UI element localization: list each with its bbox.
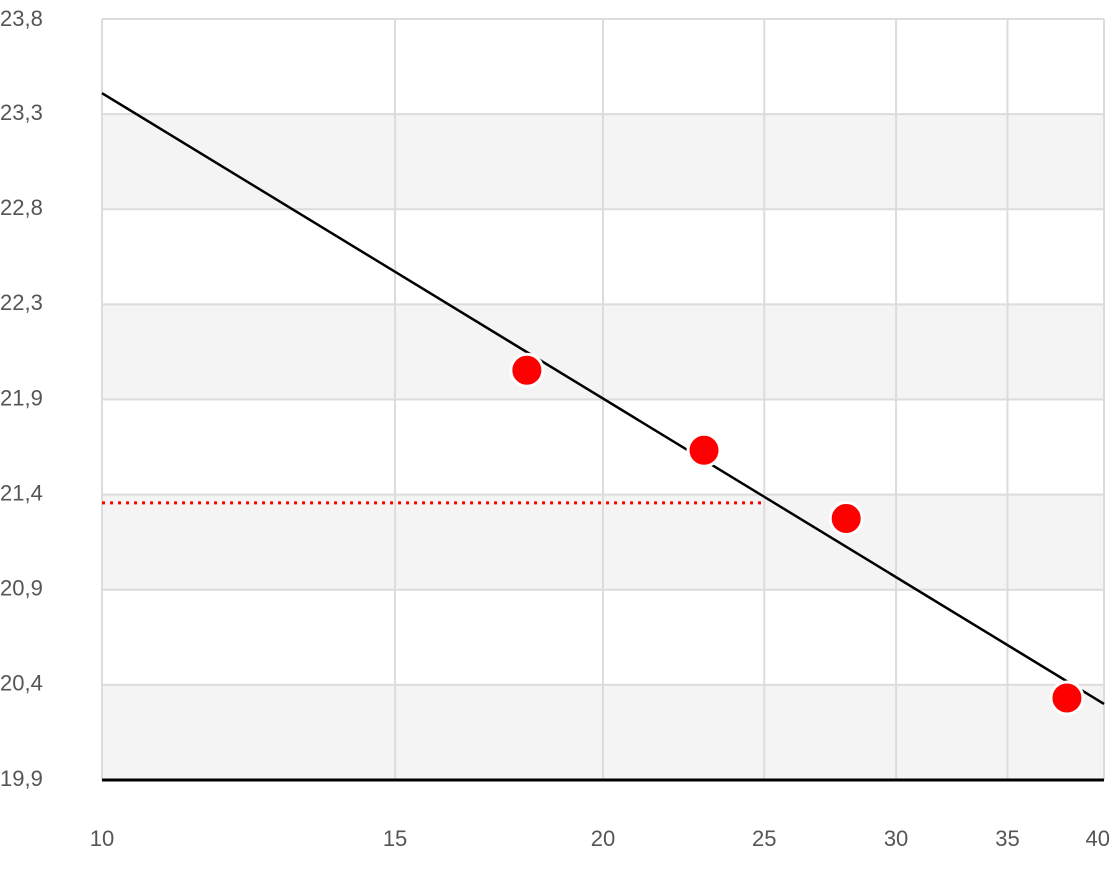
data-point — [686, 432, 722, 468]
y-tick-label: 22,8 — [0, 195, 43, 220]
x-tick-label: 25 — [752, 826, 776, 851]
data-point — [1049, 680, 1085, 716]
y-tick-label: 22,3 — [0, 290, 43, 315]
y-tick-label: 23,8 — [0, 6, 43, 31]
y-tick-label: 21,9 — [0, 385, 43, 410]
trend-line — [101, 92, 1105, 705]
x-tick-label: 30 — [884, 826, 908, 851]
y-tick-label: 23,3 — [0, 100, 43, 125]
x-tick-label: 10 — [90, 826, 114, 851]
x-tick-label: 35 — [995, 826, 1019, 851]
data-point — [828, 501, 864, 537]
y-tick-label: 20,4 — [0, 671, 43, 696]
x-tick-label: 40 — [1086, 826, 1110, 851]
y-tick-label: 21,4 — [0, 480, 43, 505]
y-tick-label: 19,9 — [0, 766, 43, 791]
y-tick-label: 20,9 — [0, 576, 43, 601]
data-point — [509, 352, 545, 388]
x-tick-label: 20 — [591, 826, 615, 851]
x-tick-label: 15 — [383, 826, 407, 851]
